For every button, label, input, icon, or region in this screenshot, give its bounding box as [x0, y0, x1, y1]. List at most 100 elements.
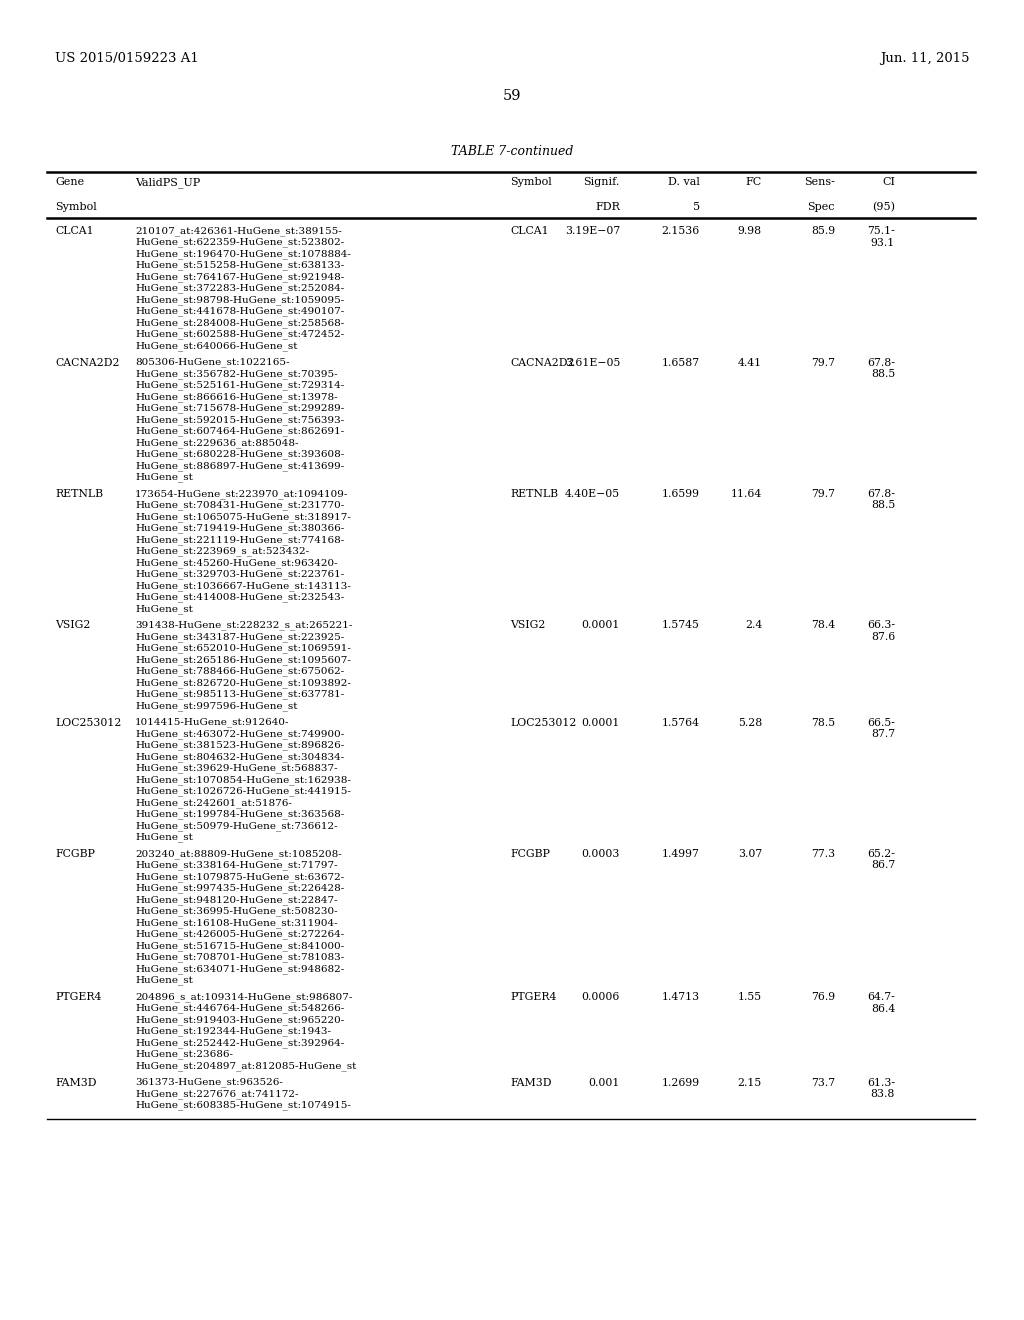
- Text: FC: FC: [745, 177, 762, 187]
- Text: HuGene_st:343187-HuGene_st:223925-: HuGene_st:343187-HuGene_st:223925-: [135, 632, 344, 642]
- Text: HuGene_st:1036667-HuGene_st:143113-: HuGene_st:1036667-HuGene_st:143113-: [135, 581, 351, 590]
- Text: 11.64: 11.64: [731, 488, 762, 499]
- Text: 87.7: 87.7: [870, 729, 895, 739]
- Text: HuGene_st:997435-HuGene_st:226428-: HuGene_st:997435-HuGene_st:226428-: [135, 883, 344, 894]
- Text: 1.5745: 1.5745: [663, 620, 700, 631]
- Text: Symbol: Symbol: [55, 202, 96, 213]
- Text: 3.61E−05: 3.61E−05: [564, 358, 620, 367]
- Text: HuGene_st:372283-HuGene_st:252084-: HuGene_st:372283-HuGene_st:252084-: [135, 284, 344, 293]
- Text: 73.7: 73.7: [811, 1077, 835, 1088]
- Text: LOC253012: LOC253012: [510, 718, 577, 727]
- Text: HuGene_st:338164-HuGene_st:71797-: HuGene_st:338164-HuGene_st:71797-: [135, 861, 338, 870]
- Text: RETNLB: RETNLB: [55, 488, 103, 499]
- Text: 88.5: 88.5: [870, 370, 895, 379]
- Text: HuGene_st: HuGene_st: [135, 975, 193, 985]
- Text: HuGene_st:640066-HuGene_st: HuGene_st:640066-HuGene_st: [135, 341, 298, 351]
- Text: 805306-HuGene_st:1022165-: 805306-HuGene_st:1022165-: [135, 358, 290, 367]
- Text: HuGene_st:329703-HuGene_st:223761-: HuGene_st:329703-HuGene_st:223761-: [135, 569, 344, 579]
- Text: TABLE 7-continued: TABLE 7-continued: [451, 145, 573, 158]
- Text: HuGene_st:608385-HuGene_st:1074915-: HuGene_st:608385-HuGene_st:1074915-: [135, 1101, 351, 1110]
- Text: HuGene_st:227676_at:741172-: HuGene_st:227676_at:741172-: [135, 1089, 299, 1098]
- Text: 86.7: 86.7: [870, 861, 895, 870]
- Text: HuGene_st:826720-HuGene_st:1093892-: HuGene_st:826720-HuGene_st:1093892-: [135, 678, 351, 688]
- Text: HuGene_st:719419-HuGene_st:380366-: HuGene_st:719419-HuGene_st:380366-: [135, 524, 344, 533]
- Text: 88.5: 88.5: [870, 500, 895, 511]
- Text: 61.3-: 61.3-: [867, 1077, 895, 1088]
- Text: 1.6599: 1.6599: [662, 488, 700, 499]
- Text: 4.41: 4.41: [738, 358, 762, 367]
- Text: HuGene_st:788466-HuGene_st:675062-: HuGene_st:788466-HuGene_st:675062-: [135, 667, 344, 676]
- Text: HuGene_st:804632-HuGene_st:304834-: HuGene_st:804632-HuGene_st:304834-: [135, 752, 344, 762]
- Text: 1.4713: 1.4713: [662, 993, 700, 1002]
- Text: 0.001: 0.001: [589, 1077, 620, 1088]
- Text: HuGene_st: HuGene_st: [135, 605, 193, 614]
- Text: HuGene_st:607464-HuGene_st:862691-: HuGene_st:607464-HuGene_st:862691-: [135, 426, 344, 436]
- Text: HuGene_st:997596-HuGene_st: HuGene_st:997596-HuGene_st: [135, 701, 298, 710]
- Text: ValidPS_UP: ValidPS_UP: [135, 177, 201, 187]
- Text: HuGene_st: HuGene_st: [135, 833, 193, 842]
- Text: 2.4: 2.4: [744, 620, 762, 631]
- Text: D. val: D. val: [668, 177, 700, 187]
- Text: 1.2699: 1.2699: [662, 1077, 700, 1088]
- Text: HuGene_st:886897-HuGene_st:413699-: HuGene_st:886897-HuGene_st:413699-: [135, 461, 344, 471]
- Text: HuGene_st:866616-HuGene_st:13978-: HuGene_st:866616-HuGene_st:13978-: [135, 392, 338, 401]
- Text: HuGene_st:985113-HuGene_st:637781-: HuGene_st:985113-HuGene_st:637781-: [135, 689, 344, 700]
- Text: 5: 5: [693, 202, 700, 213]
- Text: RETNLB: RETNLB: [510, 488, 558, 499]
- Text: VSIG2: VSIG2: [55, 620, 90, 631]
- Text: HuGene_st:221119-HuGene_st:774168-: HuGene_st:221119-HuGene_st:774168-: [135, 535, 344, 545]
- Text: HuGene_st:764167-HuGene_st:921948-: HuGene_st:764167-HuGene_st:921948-: [135, 272, 344, 281]
- Text: HuGene_st:948120-HuGene_st:22847-: HuGene_st:948120-HuGene_st:22847-: [135, 895, 338, 904]
- Text: HuGene_st:39629-HuGene_st:568837-: HuGene_st:39629-HuGene_st:568837-: [135, 763, 338, 774]
- Text: Gene: Gene: [55, 177, 84, 187]
- Text: FDR: FDR: [595, 202, 620, 213]
- Text: Spec: Spec: [808, 202, 835, 213]
- Text: HuGene_st:708701-HuGene_st:781083-: HuGene_st:708701-HuGene_st:781083-: [135, 953, 344, 962]
- Text: 66.3-: 66.3-: [867, 620, 895, 631]
- Text: 67.8-: 67.8-: [867, 488, 895, 499]
- Text: CACNA2D2: CACNA2D2: [510, 358, 574, 367]
- Text: 79.7: 79.7: [811, 488, 835, 499]
- Text: 0.0003: 0.0003: [582, 849, 620, 859]
- Text: HuGene_st:196470-HuGene_st:1078884-: HuGene_st:196470-HuGene_st:1078884-: [135, 249, 351, 259]
- Text: HuGene_st:516715-HuGene_st:841000-: HuGene_st:516715-HuGene_st:841000-: [135, 941, 344, 950]
- Text: HuGene_st:23686-: HuGene_st:23686-: [135, 1049, 233, 1059]
- Text: HuGene_st:602588-HuGene_st:472452-: HuGene_st:602588-HuGene_st:472452-: [135, 330, 344, 339]
- Text: US 2015/0159223 A1: US 2015/0159223 A1: [55, 51, 199, 65]
- Text: HuGene_st:50979-HuGene_st:736612-: HuGene_st:50979-HuGene_st:736612-: [135, 821, 338, 830]
- Text: 4.40E−05: 4.40E−05: [565, 488, 620, 499]
- Text: HuGene_st:204897_at:812085-HuGene_st: HuGene_st:204897_at:812085-HuGene_st: [135, 1061, 356, 1071]
- Text: PTGER4: PTGER4: [510, 993, 556, 1002]
- Text: HuGene_st:284008-HuGene_st:258568-: HuGene_st:284008-HuGene_st:258568-: [135, 318, 344, 327]
- Text: HuGene_st:229636_at:885048-: HuGene_st:229636_at:885048-: [135, 438, 299, 447]
- Text: HuGene_st:381523-HuGene_st:896826-: HuGene_st:381523-HuGene_st:896826-: [135, 741, 344, 750]
- Text: VSIG2: VSIG2: [510, 620, 546, 631]
- Text: 65.2-: 65.2-: [867, 849, 895, 859]
- Text: CLCA1: CLCA1: [55, 226, 93, 236]
- Text: HuGene_st:1065075-HuGene_st:318917-: HuGene_st:1065075-HuGene_st:318917-: [135, 512, 351, 521]
- Text: FCGBP: FCGBP: [55, 849, 95, 859]
- Text: HuGene_st:45260-HuGene_st:963420-: HuGene_st:45260-HuGene_st:963420-: [135, 558, 338, 568]
- Text: HuGene_st:414008-HuGene_st:232543-: HuGene_st:414008-HuGene_st:232543-: [135, 593, 344, 602]
- Text: 1.5764: 1.5764: [662, 718, 700, 727]
- Text: HuGene_st:446764-HuGene_st:548266-: HuGene_st:446764-HuGene_st:548266-: [135, 1003, 344, 1014]
- Text: 204896_s_at:109314-HuGene_st:986807-: 204896_s_at:109314-HuGene_st:986807-: [135, 993, 352, 1002]
- Text: HuGene_st:634071-HuGene_st:948682-: HuGene_st:634071-HuGene_st:948682-: [135, 964, 344, 974]
- Text: 0.0001: 0.0001: [582, 718, 620, 727]
- Text: HuGene_st:652010-HuGene_st:1069591-: HuGene_st:652010-HuGene_st:1069591-: [135, 644, 351, 653]
- Text: 9.98: 9.98: [738, 226, 762, 236]
- Text: HuGene_st:242601_at:51876-: HuGene_st:242601_at:51876-: [135, 799, 292, 808]
- Text: 76.9: 76.9: [811, 993, 835, 1002]
- Text: 66.5-: 66.5-: [867, 718, 895, 727]
- Text: HuGene_st:680228-HuGene_st:393608-: HuGene_st:680228-HuGene_st:393608-: [135, 450, 344, 459]
- Text: 77.3: 77.3: [811, 849, 835, 859]
- Text: 87.6: 87.6: [870, 632, 895, 642]
- Text: LOC253012: LOC253012: [55, 718, 122, 727]
- Text: Symbol: Symbol: [510, 177, 552, 187]
- Text: 79.7: 79.7: [811, 358, 835, 367]
- Text: HuGene_st:192344-HuGene_st:1943-: HuGene_st:192344-HuGene_st:1943-: [135, 1027, 331, 1036]
- Text: Sens-: Sens-: [804, 177, 835, 187]
- Text: HuGene_st:199784-HuGene_st:363568-: HuGene_st:199784-HuGene_st:363568-: [135, 809, 344, 820]
- Text: 85.9: 85.9: [811, 226, 835, 236]
- Text: 59: 59: [503, 88, 521, 103]
